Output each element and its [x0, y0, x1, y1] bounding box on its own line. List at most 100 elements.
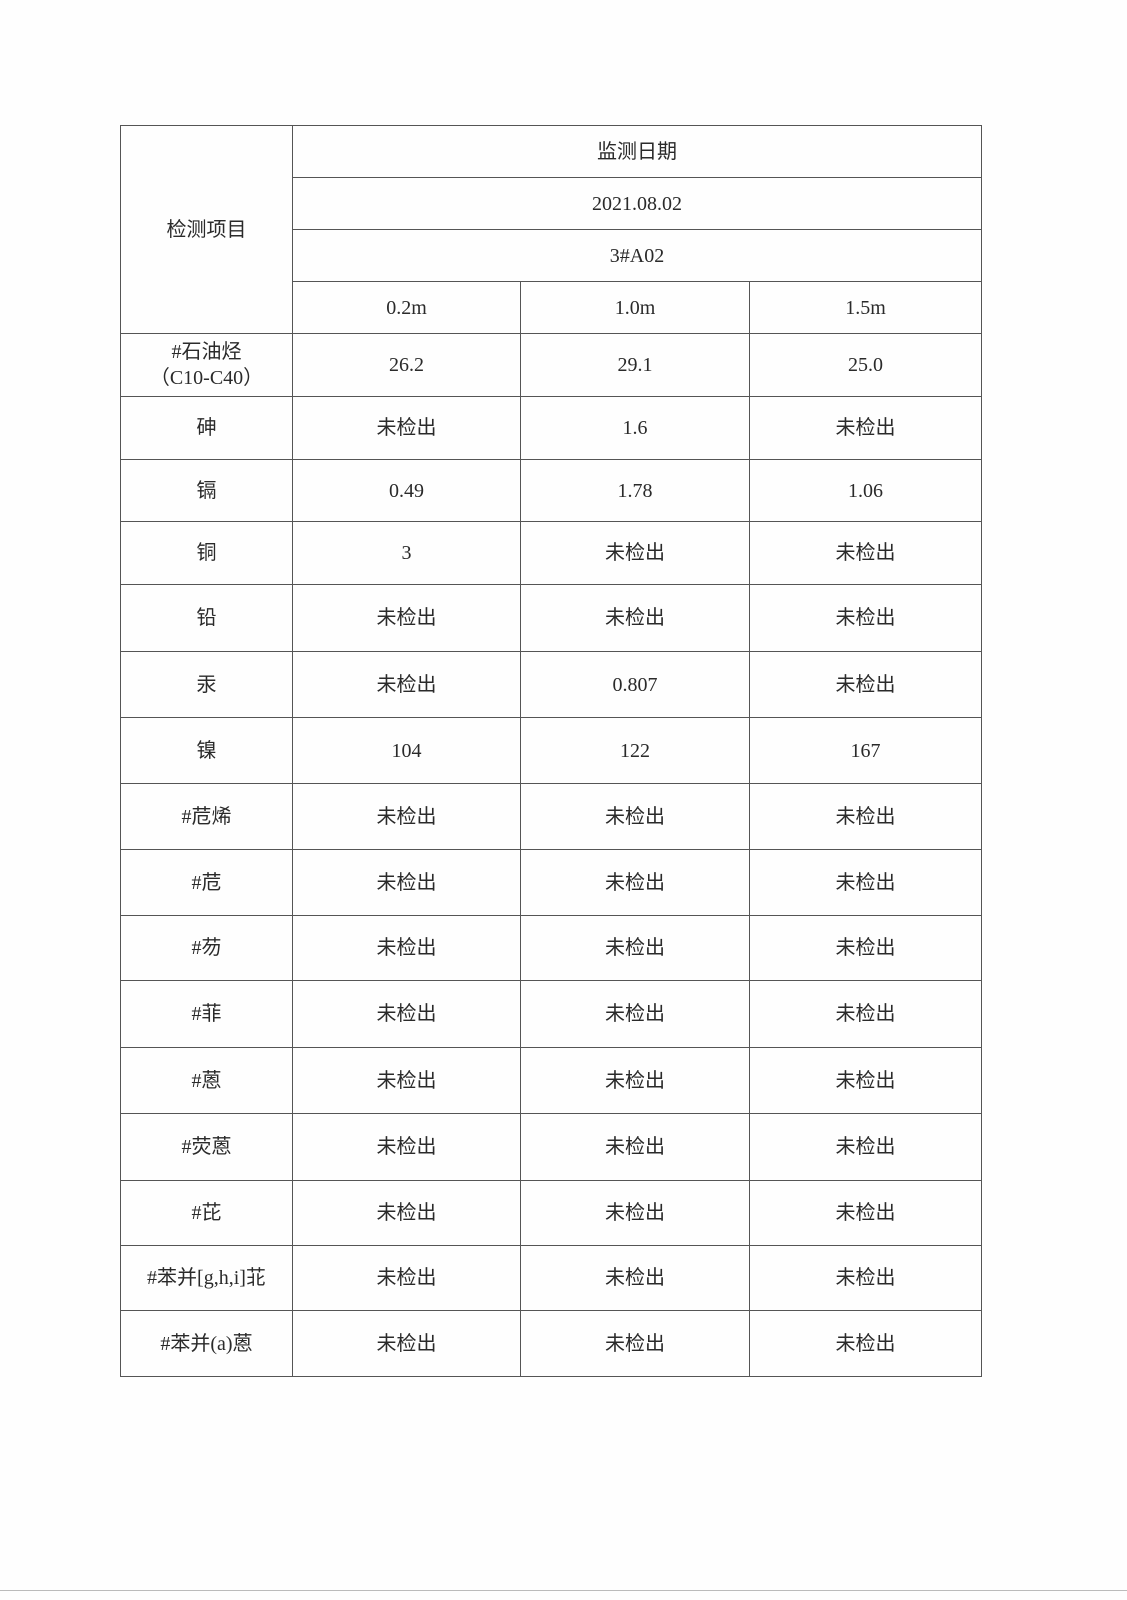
value-cell: 122	[520, 717, 750, 784]
value-cell: 未检出	[292, 980, 521, 1048]
value-cell: 1.6	[520, 396, 750, 460]
value-cell: 未检出	[520, 521, 750, 585]
depth-header: 1.0m	[520, 281, 750, 334]
value-cell: 未检出	[520, 1245, 750, 1311]
value-cell: 未检出	[749, 1310, 982, 1377]
depth-header: 1.5m	[749, 281, 982, 334]
item-name: #荧蒽	[120, 1113, 293, 1181]
item-name-text: #苯并(a)蒽	[160, 1332, 253, 1355]
value-cell: 未检出	[520, 1310, 750, 1377]
item-name-text: #芘	[191, 1202, 222, 1224]
value-cell: 104	[292, 717, 521, 784]
item-name: #芴	[120, 915, 293, 981]
table-row: 汞 未检出 0.807 未检出	[120, 651, 982, 718]
value-cell: 26.2	[292, 333, 521, 397]
value-cell: 未检出	[749, 849, 982, 916]
item-name: #苊	[120, 849, 293, 916]
value-cell: 0.49	[292, 459, 521, 522]
point-header: 3#A02	[292, 229, 982, 282]
table-row: 铅未检出 未检出 未检出	[120, 584, 982, 652]
value-cell: 未检出	[292, 651, 521, 718]
value-cell: 未检出	[749, 915, 982, 981]
value-cell: 未检出	[749, 521, 982, 585]
value-cell: 未检出	[292, 1180, 521, 1246]
table-row: 砷 未检出 1.6 未检出	[120, 396, 982, 460]
value-cell: 25.0	[749, 333, 982, 397]
item-name-text: #石油烃	[171, 341, 242, 363]
table-row: 镍 104 122 167	[120, 717, 982, 784]
item-name: #苯并(a)蒽	[120, 1310, 293, 1377]
table-row: #苊烯 未检出 未检出 未检出	[120, 783, 982, 850]
item-name-text: #蒽	[191, 1069, 222, 1092]
item-name-sub: （C10-C40）	[149, 367, 264, 389]
item-name-text: 铅	[196, 607, 217, 629]
value-cell: 29.1	[520, 333, 750, 397]
value-cell: 未检出	[520, 1113, 750, 1181]
item-name: 铜	[120, 521, 293, 585]
item-name-text: #芴	[191, 937, 222, 959]
value-cell: 未检出	[292, 783, 521, 850]
item-name: 镍	[120, 717, 293, 784]
value-cell: 未检出	[520, 849, 750, 916]
item-name: #芘	[120, 1180, 293, 1246]
item-name-text: 镉	[196, 479, 217, 502]
value-cell: 167	[749, 717, 982, 784]
item-name-text: #苊	[191, 871, 222, 894]
item-name-text: #苊烯	[181, 805, 232, 828]
table-row: #芘 未检出 未检出 未检出	[120, 1180, 982, 1246]
table-row: #石油烃 （C10-C40） 26.2 29.1 25.0	[120, 333, 982, 397]
item-header: 检测项目	[120, 125, 293, 334]
value-cell: 未检出	[749, 584, 982, 652]
value-cell: 未检出	[520, 1047, 750, 1114]
value-cell: 未检出	[749, 1047, 982, 1114]
value-cell: 未检出	[292, 1245, 521, 1311]
value-cell: 未检出	[749, 651, 982, 718]
table-row: #苊 未检出 未检出 未检出	[120, 849, 982, 916]
item-name-text: #荧蒽	[181, 1136, 232, 1158]
table-row: #菲 未检出 未检出 未检出	[120, 980, 982, 1048]
results-table: 检测项目 监测日期 2021.08.02 3#A02 0.2m 1.0m 1.5…	[120, 125, 982, 1377]
value-cell: 未检出	[292, 1310, 521, 1377]
value-cell: 未检出	[292, 584, 521, 652]
table-row: #苯并(a)蒽 未检出 未检出 未检出	[120, 1310, 982, 1377]
item-name-text: 砷	[196, 417, 217, 439]
item-name: #苯并[g,h,i]苝	[120, 1245, 293, 1311]
table-row: 镉 0.49 1.78 1.06	[120, 459, 982, 522]
value-cell: 1.06	[749, 459, 982, 522]
value-cell: 未检出	[749, 1113, 982, 1181]
value-cell: 未检出	[292, 1047, 521, 1114]
date-header: 2021.08.02	[292, 177, 982, 230]
value-cell: 未检出	[520, 783, 750, 850]
item-name-text: 汞	[196, 673, 217, 696]
item-name-text: 镍	[196, 739, 217, 762]
item-name: 砷	[120, 396, 293, 460]
value-cell: 0.807	[520, 651, 750, 718]
item-name: #菲	[120, 980, 293, 1048]
table-row: #蒽 未检出 未检出 未检出	[120, 1047, 982, 1114]
depth-header: 0.2m	[292, 281, 521, 334]
value-cell: 未检出	[520, 1180, 750, 1246]
value-cell: 未检出	[292, 1113, 521, 1181]
item-name: #苊烯	[120, 783, 293, 850]
item-name: 汞	[120, 651, 293, 718]
value-cell: 未检出	[520, 584, 750, 652]
value-cell: 未检出	[520, 915, 750, 981]
value-cell: 未检出	[292, 915, 521, 981]
value-cell: 未检出	[292, 396, 521, 460]
value-cell: 未检出	[520, 980, 750, 1048]
item-name: 镉	[120, 459, 293, 522]
value-cell: 未检出	[749, 1180, 982, 1246]
value-cell: 未检出	[749, 1245, 982, 1311]
value-cell: 未检出	[749, 980, 982, 1048]
value-cell: 未检出	[749, 783, 982, 850]
item-name-text: 铜	[196, 542, 217, 564]
value-cell: 未检出	[292, 849, 521, 916]
item-name-text: #菲	[191, 1003, 222, 1025]
item-name-text: #苯并[g,h,i]苝	[147, 1267, 266, 1289]
value-cell: 1.78	[520, 459, 750, 522]
page-edge-line	[0, 1590, 1127, 1591]
item-name: 铅	[120, 584, 293, 652]
table-row: #芴 未检出 未检出 未检出	[120, 915, 982, 981]
date-label-header: 监测日期	[292, 125, 982, 178]
table-row: #荧蒽 未检出 未检出 未检出	[120, 1113, 982, 1181]
